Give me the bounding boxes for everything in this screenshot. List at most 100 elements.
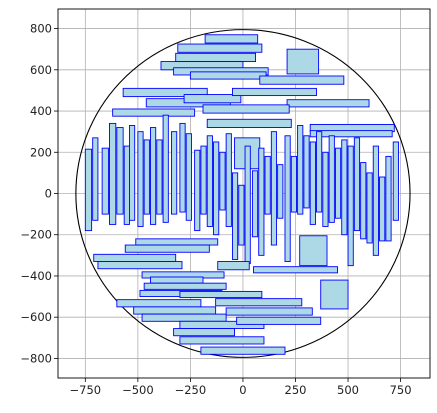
rectangle-mark	[253, 266, 338, 274]
rectangle-mark	[392, 141, 399, 221]
rectangle-mark	[204, 34, 259, 44]
rectangle-mark	[277, 164, 284, 219]
rectangle-mark	[284, 135, 291, 262]
rectangle-mark	[133, 306, 217, 315]
rectangle-mark	[185, 133, 192, 221]
rectangle-mark	[116, 127, 124, 215]
rectangle-mark	[309, 130, 393, 138]
rectangle-mark	[177, 43, 263, 53]
rectangle-mark	[162, 114, 169, 223]
rectangle-mark	[236, 316, 322, 325]
rectangle-mark	[200, 346, 286, 355]
rectangle-mark	[135, 238, 219, 246]
y-tick-label: −200	[20, 228, 52, 242]
rectangle-mark	[225, 307, 313, 316]
rectangle-mark	[92, 137, 99, 221]
rectangle-mark	[124, 244, 210, 253]
rectangle-mark	[231, 87, 317, 97]
rectangle-mark	[231, 172, 239, 260]
rectangle-mark	[116, 299, 202, 308]
rectangle-mark	[372, 145, 379, 256]
rectangle-mark	[137, 131, 144, 227]
rectangle-mark	[179, 336, 265, 345]
rectangle-mark	[347, 145, 354, 267]
rectangle-mark	[171, 131, 178, 215]
rectangle-mark	[202, 104, 290, 114]
rectangle-mark	[353, 137, 361, 232]
rectangle-mark	[286, 99, 370, 108]
rectangle-mark	[309, 141, 316, 225]
rectangle-mark	[143, 139, 150, 215]
y-tick-label: 400	[30, 104, 52, 118]
rectangle-mark	[320, 279, 349, 310]
x-tick-label: 500	[337, 383, 359, 397]
rectangle-mark	[179, 122, 186, 213]
rectangle-mark	[123, 145, 130, 225]
rectangle-mark	[93, 253, 177, 262]
rectangle-mark	[213, 141, 220, 236]
x-tick-label: 750	[390, 383, 412, 397]
y-tick-label: 0	[45, 187, 52, 201]
rectangle-mark	[206, 118, 292, 128]
rectangle-mark	[258, 147, 265, 256]
rectangle-mark	[303, 135, 310, 209]
rectangle-mark	[112, 108, 196, 117]
x-tick-label: −750	[70, 383, 102, 397]
rectangle-mark	[264, 155, 271, 215]
y-tick-label: −800	[20, 351, 52, 365]
rectangle-mark	[141, 313, 227, 322]
rectangle-mark	[206, 135, 213, 227]
rectangle-mark	[297, 125, 304, 215]
rectangle-mark	[290, 155, 297, 213]
circle-outline	[75, 29, 411, 358]
rectangle-mark	[150, 127, 157, 225]
rectangle-mark	[328, 135, 335, 223]
rectangle-mark	[156, 139, 163, 215]
y-tick-label: 800	[30, 22, 52, 36]
rectangle-mark	[259, 75, 345, 85]
rectangle-mark	[183, 94, 242, 104]
y-tick-label: −400	[20, 269, 52, 283]
y-tick-label: 600	[30, 63, 52, 77]
rectangle-mark	[122, 87, 208, 98]
rectangle-mark	[299, 235, 328, 267]
rectangle-mark	[179, 290, 263, 299]
x-tick-label: 0	[239, 383, 246, 397]
rectangle-mark	[129, 125, 136, 221]
rectangle-mark	[84, 148, 93, 232]
ticks: −750 −500 −250 0 250 500 750 −800 −600 −400 −200 0 2…	[20, 22, 411, 397]
rectangle-mark	[379, 176, 386, 242]
rectangle-mark	[101, 147, 109, 215]
rectangles	[84, 34, 399, 355]
x-tick-label: −250	[175, 383, 207, 397]
rectangle-mark	[109, 122, 117, 225]
rectangle-mark	[270, 131, 278, 246]
rectangle-mark	[194, 149, 201, 232]
x-tick-label: 250	[285, 383, 307, 397]
y-tick-label: 200	[30, 145, 52, 159]
wafer-circle	[75, 29, 411, 358]
rectangle-mark	[200, 145, 207, 215]
rectangle-mark	[175, 52, 257, 63]
rectangle-mark	[215, 298, 303, 307]
rectangle-mark	[173, 328, 235, 337]
rectangle-mark	[143, 282, 227, 290]
rectangle-mark	[341, 139, 348, 236]
rectangle-mark	[189, 71, 267, 80]
rectangle-mark	[225, 133, 232, 227]
rectangle-mark	[97, 261, 183, 270]
rectangle-mark	[238, 184, 245, 246]
rectangle-mark	[385, 155, 392, 242]
rectangle-mark	[366, 172, 373, 244]
rectangle-mark	[251, 170, 259, 238]
rectangle-mark	[334, 147, 342, 219]
x-tick-label: −500	[122, 383, 154, 397]
rectangle-mark	[219, 151, 226, 211]
rectangle-mark	[217, 261, 250, 271]
rectangle-mark	[360, 162, 367, 240]
y-tick-label: −600	[20, 310, 52, 324]
rectangle-mark	[244, 145, 251, 265]
rectangle-mark	[286, 48, 320, 75]
rectangle-mark	[150, 276, 204, 284]
